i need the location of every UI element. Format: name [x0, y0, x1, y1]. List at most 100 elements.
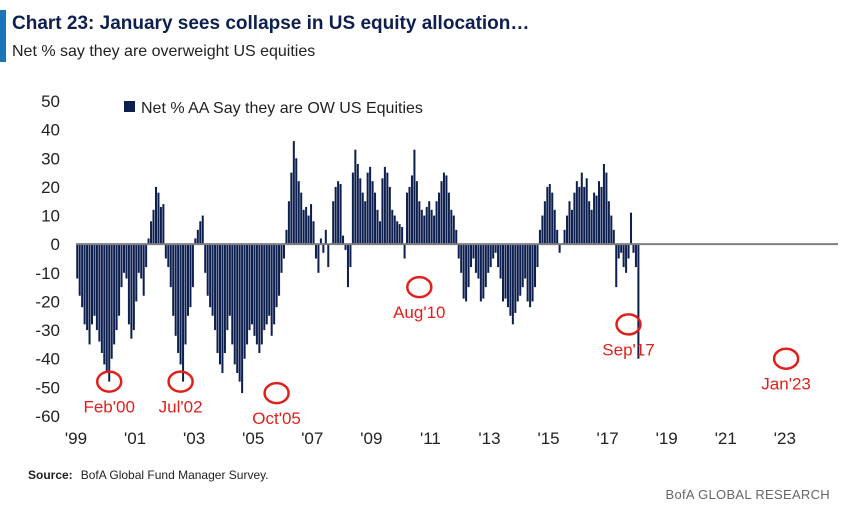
bar [435, 201, 438, 245]
bar [191, 244, 194, 288]
x-tick-label: '11 [420, 429, 441, 448]
bar [86, 244, 89, 331]
bar [231, 244, 234, 345]
bar [415, 181, 418, 245]
bar [366, 172, 369, 245]
bar [534, 244, 537, 288]
bar [278, 244, 281, 296]
bar [297, 181, 300, 245]
annotation-label: Jan'23 [761, 375, 811, 394]
bar [130, 244, 133, 339]
bar [637, 244, 640, 359]
bar [566, 215, 569, 245]
bar [381, 178, 384, 245]
y-tick-label: 30 [41, 149, 60, 168]
bar [145, 244, 148, 268]
bar [260, 244, 263, 345]
bar [627, 244, 630, 259]
bar [467, 244, 470, 288]
y-tick-label: 50 [41, 92, 60, 111]
bar [108, 244, 111, 382]
legend-label: Net % AA Say they are OW US Equities [141, 100, 423, 117]
bar [322, 244, 325, 253]
y-axis: 50 40 30 20 10 0 -10 -20 -30 -40 -50 -60 [35, 92, 60, 426]
bar [514, 244, 517, 313]
bar [273, 244, 276, 325]
bar [590, 209, 593, 245]
bar [524, 244, 527, 279]
bar [479, 244, 482, 302]
bar [393, 215, 396, 245]
bar [115, 244, 118, 331]
bar [159, 206, 162, 245]
bar [201, 215, 204, 245]
bar [538, 229, 541, 245]
bar [265, 244, 268, 325]
annotation-label: Feb'00 [83, 398, 134, 417]
bar [588, 201, 591, 245]
bar [622, 244, 625, 268]
source-text: BofA Global Fund Manager Survey. [80, 468, 269, 482]
bar [246, 244, 249, 345]
bar [268, 244, 271, 316]
annotation-circle [772, 347, 800, 370]
bar [337, 181, 340, 245]
source-note: Source: BofA Global Fund Manager Survey. [28, 468, 269, 482]
bar [113, 244, 116, 345]
bar [511, 244, 514, 325]
bar [521, 244, 524, 288]
bar [179, 244, 182, 365]
bar [420, 209, 423, 245]
y-tick-label: -40 [35, 350, 60, 369]
bar [314, 244, 317, 259]
bar [132, 244, 135, 331]
bar [312, 221, 315, 245]
bar [610, 215, 613, 245]
bar [332, 201, 335, 245]
x-tick-label: '23 [774, 429, 796, 448]
bar [477, 244, 480, 279]
bar [287, 201, 290, 245]
bar [460, 244, 463, 273]
x-tick-label: '01 [124, 429, 146, 448]
x-tick-label: '03 [183, 429, 205, 448]
bar [593, 192, 596, 245]
title-accent-bar [0, 10, 6, 62]
annotation-circle [167, 370, 194, 393]
x-tick-label: '05 [242, 429, 264, 448]
bar [428, 201, 431, 245]
bar [356, 164, 359, 245]
bar [216, 244, 219, 353]
bar [462, 244, 465, 299]
bar [445, 175, 448, 245]
bar [492, 244, 495, 259]
bar [253, 244, 256, 336]
bar [169, 244, 172, 288]
bar [612, 229, 615, 245]
bar [497, 244, 500, 268]
annotation-label: Jul'02 [159, 398, 203, 417]
bar [361, 192, 364, 245]
bar [504, 244, 507, 299]
bar [317, 244, 320, 273]
bar [607, 201, 610, 245]
bar [182, 244, 185, 382]
bar [546, 186, 549, 245]
bar [88, 244, 91, 345]
y-tick-label: -10 [35, 264, 60, 283]
bar [280, 244, 283, 273]
bar [295, 158, 298, 245]
bar [506, 244, 509, 308]
bar [285, 229, 288, 245]
bar [433, 215, 436, 245]
bar [218, 244, 221, 365]
bar [209, 244, 212, 308]
bar [236, 244, 239, 374]
bar [573, 192, 576, 245]
bar [396, 221, 399, 245]
bar [482, 244, 485, 299]
y-tick-label: 0 [51, 235, 60, 254]
bar [583, 186, 586, 245]
bar [408, 186, 411, 245]
